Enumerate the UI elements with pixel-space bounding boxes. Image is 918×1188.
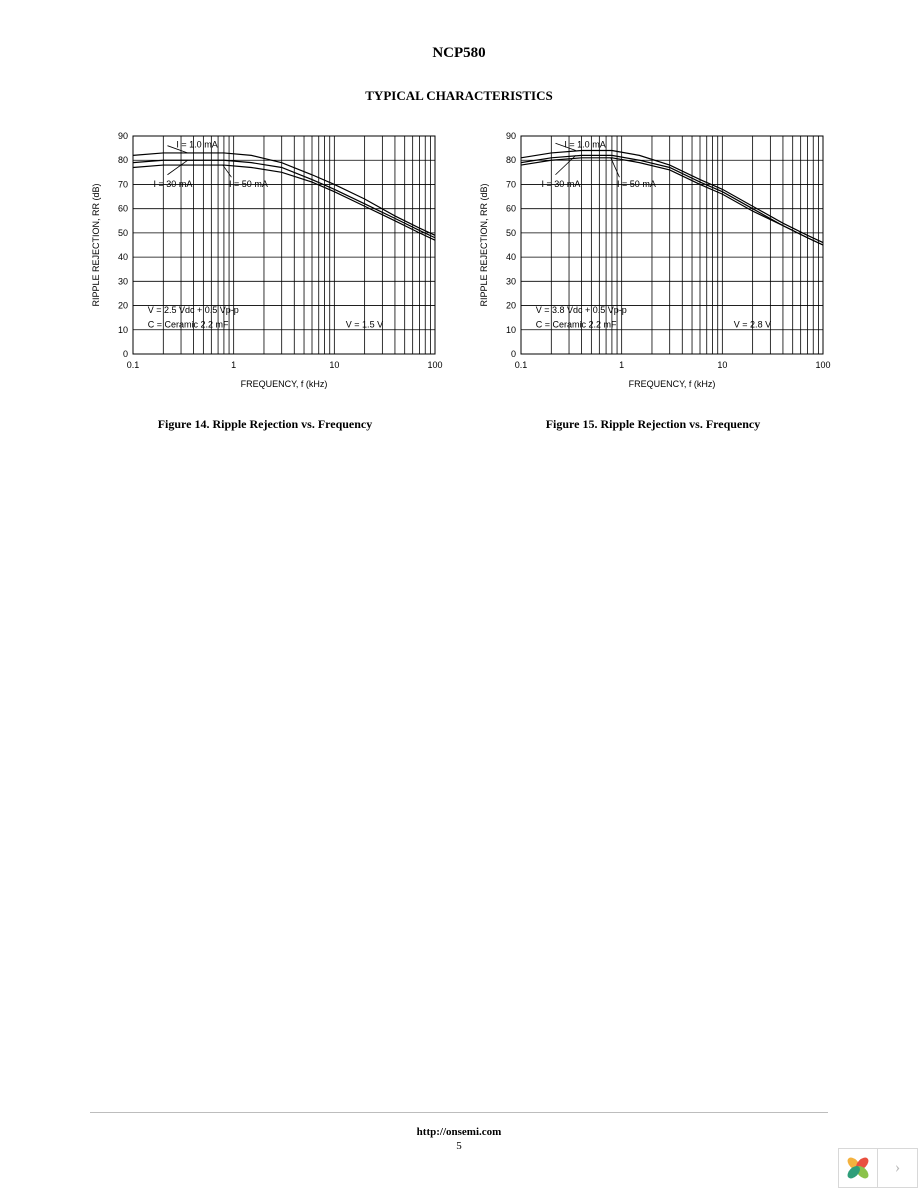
svg-text:10: 10 — [506, 325, 516, 335]
doc-title: NCP580 — [0, 45, 918, 62]
svg-text:I = 1.0 mA: I = 1.0 mA — [176, 140, 217, 150]
svg-text:70: 70 — [506, 179, 516, 189]
svg-text:I = 50 mA: I = 50 mA — [229, 179, 268, 189]
nav-widget: › — [838, 1148, 918, 1188]
svg-text:FREQUENCY, f (kHz): FREQUENCY, f (kHz) — [241, 379, 328, 389]
svg-text:20: 20 — [506, 301, 516, 311]
svg-text:0.1: 0.1 — [515, 360, 528, 370]
svg-text:50: 50 — [118, 228, 128, 238]
svg-text:40: 40 — [506, 252, 516, 262]
svg-text:30: 30 — [118, 276, 128, 286]
figure-caption: Figure 14. Ripple Rejection vs. Frequenc… — [85, 417, 445, 432]
svg-text:0: 0 — [123, 349, 128, 359]
svg-text:RIPPLE REJECTION, RR (dB): RIPPLE REJECTION, RR (dB) — [479, 183, 489, 306]
svg-text:10: 10 — [118, 325, 128, 335]
svg-text:I = 1.0 mA: I = 1.0 mA — [564, 140, 605, 150]
svg-text:90: 90 — [506, 131, 516, 141]
footer-url: http://onsemi.com — [0, 1126, 918, 1138]
svg-text:60: 60 — [118, 204, 128, 214]
svg-text:30: 30 — [506, 276, 516, 286]
svg-text:10: 10 — [329, 360, 339, 370]
svg-text:V = 3.8 Vdc + 0.5 Vp-p: V = 3.8 Vdc + 0.5 Vp-p — [536, 305, 627, 315]
svg-text:V = 1.5 V: V = 1.5 V — [346, 319, 383, 329]
svg-text:20: 20 — [118, 301, 128, 311]
page: NCP580 TYPICAL CHARACTERISTICS 010203040… — [0, 0, 918, 1188]
footer-rule — [90, 1112, 828, 1113]
charts-row: 01020304050607080900.1110100FREQUENCY, f… — [85, 130, 833, 432]
svg-text:0.1: 0.1 — [127, 360, 140, 370]
svg-text:C = Ceramic 2.2 m: C = Ceramic 2.2 mF — [148, 319, 229, 329]
figure-caption: Figure 15. Ripple Rejection vs. Frequenc… — [473, 417, 833, 432]
svg-text:60: 60 — [506, 204, 516, 214]
chevron-right-icon: › — [895, 1159, 900, 1177]
svg-text:40: 40 — [118, 252, 128, 262]
svg-text:1: 1 — [619, 360, 624, 370]
svg-text:1: 1 — [231, 360, 236, 370]
brand-logo-icon — [838, 1148, 878, 1188]
svg-text:V = 2.5 Vdc + 0.5 Vp-p: V = 2.5 Vdc + 0.5 Vp-p — [148, 305, 239, 315]
svg-text:FREQUENCY, f (kHz): FREQUENCY, f (kHz) — [629, 379, 716, 389]
svg-text:50: 50 — [506, 228, 516, 238]
svg-text:100: 100 — [427, 360, 442, 370]
chart-figure-14: 0 10 20 30 40 50 60 70 80 90 0.1 1 10 100 FREQUENCY, f… — [85, 130, 445, 432]
chart-figure-15: 0 10 20 30 40 50 60 70 80 90 0.1 1 10 100 FREQUENCY, f… — [473, 130, 833, 432]
svg-text:V = 2.8 V: V = 2.8 V — [734, 319, 771, 329]
svg-text:70: 70 — [118, 179, 128, 189]
svg-text:80: 80 — [506, 155, 516, 165]
ripple-rejection-chart-15: 0 10 20 30 40 50 60 70 80 90 0.1 1 10 100 FREQUENCY, f… — [473, 130, 833, 390]
svg-text:RIPPLE REJECTION, RR (dB): RIPPLE REJECTION, RR (dB) — [91, 183, 101, 306]
page-number: 5 — [0, 1140, 918, 1152]
svg-text:100: 100 — [815, 360, 830, 370]
next-page-button[interactable]: › — [878, 1148, 918, 1188]
svg-text:C = Ceramic 2.2 m: C = Ceramic 2.2 mF — [536, 319, 617, 329]
svg-text:I = 30 mA: I = 30 mA — [542, 179, 581, 189]
svg-text:90: 90 — [118, 131, 128, 141]
svg-text:0: 0 — [511, 349, 516, 359]
svg-text:10: 10 — [717, 360, 727, 370]
section-title: TYPICAL CHARACTERISTICS — [0, 88, 918, 104]
svg-text:I = 30 mA: I = 30 mA — [154, 179, 193, 189]
ripple-rejection-chart-14: 0 10 20 30 40 50 60 70 80 90 0.1 1 10 100 FREQUENCY, f… — [85, 130, 445, 390]
svg-text:I = 50 mA: I = 50 mA — [617, 179, 656, 189]
svg-text:80: 80 — [118, 155, 128, 165]
